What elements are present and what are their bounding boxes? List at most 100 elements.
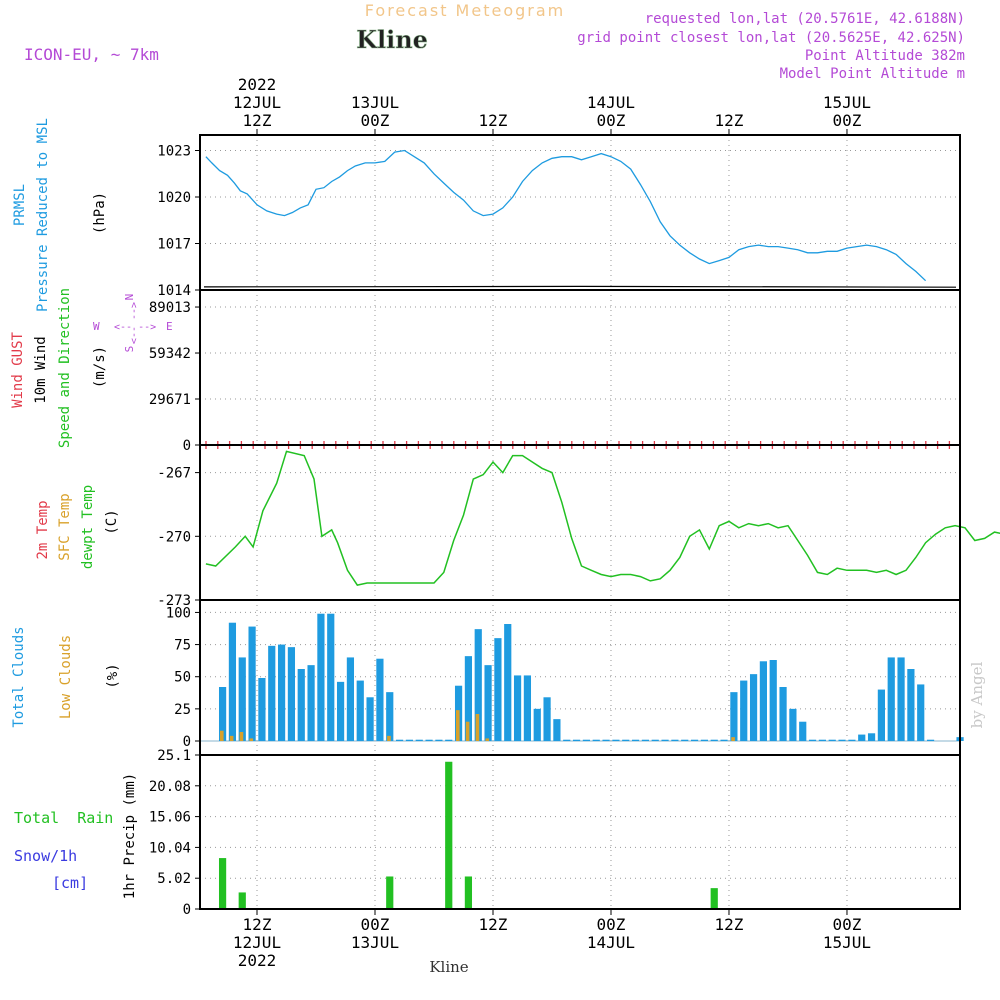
total-cloud-bar [317, 613, 325, 741]
grid-layer [200, 135, 960, 909]
bottom-time-label: 2022 [238, 951, 277, 970]
clouds-ytick-label: 100 [166, 605, 191, 621]
total-cloud-bar [258, 678, 266, 741]
total-cloud-bar [484, 665, 492, 741]
total-cloud-bar [631, 739, 640, 741]
total-cloud-bar [533, 708, 541, 741]
total-cloud-bar [425, 739, 433, 741]
pressure-ytick-label: 1023 [157, 144, 191, 160]
clouds-ytick-label: 25 [174, 702, 191, 718]
bottom-time-label: 12Z [479, 915, 508, 934]
temperature-ytick-label: -270 [157, 529, 191, 545]
precip-frame [199, 754, 961, 910]
rain-bar [710, 888, 718, 909]
top-time-label: 14JUL [587, 93, 635, 112]
bottom-time-label: 12JUL [233, 933, 281, 952]
wind-speed-dir-label: Speed and Direction [57, 288, 73, 448]
total-cloud-bar [277, 644, 286, 741]
compass-n: N [123, 294, 136, 301]
total-cloud-bar [248, 626, 256, 741]
rain-bar [218, 858, 227, 909]
total-cloud-bar [710, 739, 718, 741]
total-cloud-bar [464, 656, 473, 741]
precip-ytick-label: 15.06 [149, 810, 191, 826]
snow-label: Snow/1h [14, 847, 77, 865]
total-cloud-bar [730, 692, 738, 741]
rain-bar [238, 892, 246, 909]
total-cloud-bar [336, 681, 345, 741]
total-cloud-bar [769, 660, 777, 741]
pressure-labels: PRMSL Pressure Reduced to MSL (hPa) [12, 118, 108, 312]
total-cloud-bar [828, 739, 836, 741]
bottom-time-label: 00Z [597, 915, 626, 934]
bottom-time-label: 12Z [243, 915, 272, 934]
total-cloud-bar [395, 739, 404, 741]
total-cloud-bar [749, 674, 758, 741]
footer-location: Kline [429, 958, 468, 976]
total-cloud-bar [563, 739, 571, 741]
temp-sfc-label: SFC Temp [57, 493, 73, 560]
low-cloud-bar [731, 737, 735, 741]
low-cloud-bar [249, 738, 254, 741]
credit-watermark: by Angel [968, 661, 986, 728]
top-time-label: 12Z [479, 111, 508, 130]
total-cloud-bar [720, 739, 728, 741]
clouds-ytick-label: 50 [174, 670, 191, 686]
temperature-frame [199, 444, 961, 601]
rain-bar [386, 876, 394, 909]
point-altitude: Point Altitude 382m [805, 48, 965, 64]
temperature-ytick-label: -273 [157, 593, 191, 609]
wind-10m-line [203, 285, 957, 288]
low-cloud-bar [229, 735, 234, 741]
total-cloud-bar [445, 739, 453, 741]
grid-point-coords: grid point closest lon,lat (20.5625E, 42… [577, 30, 965, 46]
total-cloud-bar [218, 687, 227, 741]
total-cloud-bar [386, 692, 394, 741]
data-layer [200, 149, 1000, 910]
total-cloud-bar [877, 689, 885, 741]
total-cloud-bar [926, 739, 935, 741]
total-cloud-bar [376, 658, 384, 741]
compass-ew-arrows: <-- --> [114, 322, 156, 333]
temp-2m-label: 2m Temp [35, 500, 51, 559]
precip-unit: 1hr Precip (mm) [122, 773, 138, 899]
prmsl-label: PRMSL [12, 184, 28, 226]
top-time-label: 00Z [361, 111, 390, 130]
model-altitude: Model Point Altitude m [780, 66, 965, 82]
total-cloud-bar [671, 739, 679, 741]
total-cloud-bar [494, 638, 502, 741]
rain-bar [445, 761, 453, 909]
total-cloud-bar [592, 739, 600, 741]
pressure-ytick-label: 1020 [157, 190, 191, 206]
rain-bar [464, 876, 473, 909]
precip-ytick-label: 0 [183, 902, 191, 918]
total-cloud-bar [848, 739, 856, 741]
total-cloud-bar [435, 739, 443, 741]
compass-ns-arrows: <-- --> [129, 302, 140, 344]
total-cloud-bar [700, 739, 709, 741]
snow-unit-label: [cm] [52, 874, 88, 892]
total-cloud-bar [474, 629, 482, 741]
temp-dewpt-label: dewpt Temp [80, 485, 96, 569]
total-cloud-bar [690, 739, 699, 741]
pressure-frame [199, 134, 961, 291]
bottom-time-label: 15JUL [823, 933, 871, 952]
wind-ytick-label: 59342 [149, 346, 191, 362]
total-cloud-bar [228, 622, 237, 741]
wind-ytick-label: 29671 [149, 392, 191, 408]
pressure-line [205, 149, 927, 282]
temperature-ytick-label: -267 [157, 466, 191, 482]
total-cloud-bar [602, 739, 610, 741]
pressure-unit: (hPa) [92, 192, 108, 234]
top-time-label: 00Z [597, 111, 626, 130]
bottom-time-label: 00Z [361, 915, 390, 934]
wind-gust-label: Wind GUST [10, 332, 26, 408]
chart-title: Forecast Meteogram [365, 1, 565, 20]
top-time-label: 2022 [238, 75, 277, 94]
total-cloud-bar [681, 739, 689, 741]
total-cloud-bar [799, 721, 807, 741]
total-cloud-bar [513, 675, 522, 741]
total-cloud-bar [887, 657, 895, 741]
top-time-label: 12JUL [233, 93, 281, 112]
precip-ytick-label: 25.1 [157, 748, 191, 764]
